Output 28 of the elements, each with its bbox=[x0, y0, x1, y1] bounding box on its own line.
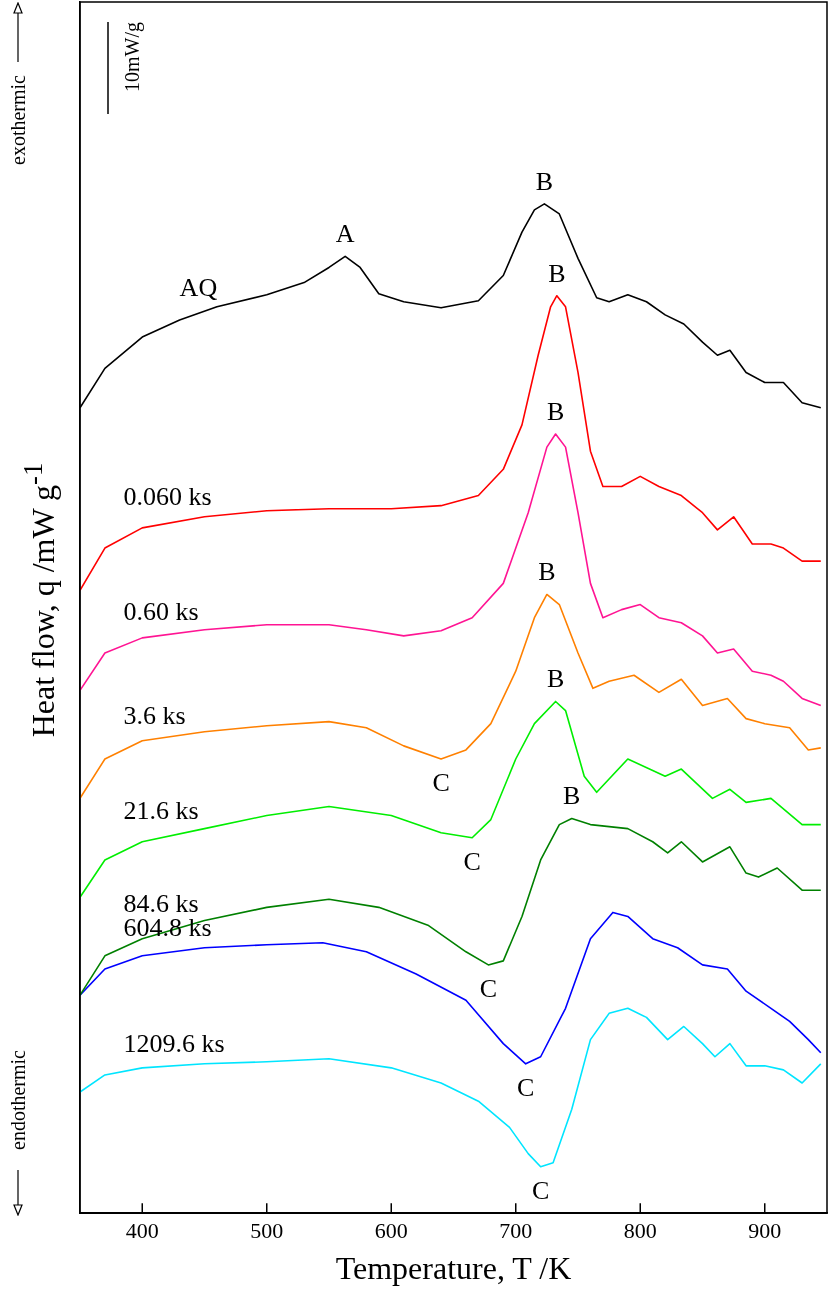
series-label: 3.6 ks bbox=[123, 700, 186, 730]
series-label: 0.060 ks bbox=[123, 481, 212, 511]
annotation: B bbox=[546, 664, 565, 694]
series-label: AQ bbox=[179, 273, 218, 303]
x-tick-label: 800 bbox=[623, 1218, 657, 1244]
annotation: C bbox=[432, 767, 450, 797]
annotation: C bbox=[463, 846, 481, 876]
series-label: 1209.6 ks bbox=[123, 1029, 225, 1059]
text: endothermic bbox=[6, 1050, 30, 1150]
series-label: 0.60 ks bbox=[123, 596, 199, 626]
text: exothermic bbox=[6, 75, 30, 165]
annotation: C bbox=[479, 973, 498, 1003]
x-axis-title: Temperature, T /K bbox=[335, 1250, 572, 1287]
x-tick-label: 600 bbox=[374, 1218, 408, 1244]
x-tick-label: 900 bbox=[748, 1218, 782, 1244]
series-label: 21.6 ks bbox=[123, 796, 199, 826]
annotation: B bbox=[538, 557, 556, 587]
annotation: B bbox=[546, 396, 565, 426]
annotation: C bbox=[531, 1175, 550, 1205]
x-tick-label: 400 bbox=[125, 1218, 159, 1244]
annotation: C bbox=[517, 1072, 535, 1102]
annotation: B bbox=[535, 166, 554, 196]
x-tick-label: 700 bbox=[499, 1218, 533, 1244]
annotation: A bbox=[335, 219, 355, 249]
annotation: B bbox=[563, 781, 581, 811]
annotation: B bbox=[548, 258, 566, 288]
x-tick-label: 500 bbox=[250, 1218, 284, 1244]
text: 10mW/g bbox=[121, 22, 145, 92]
